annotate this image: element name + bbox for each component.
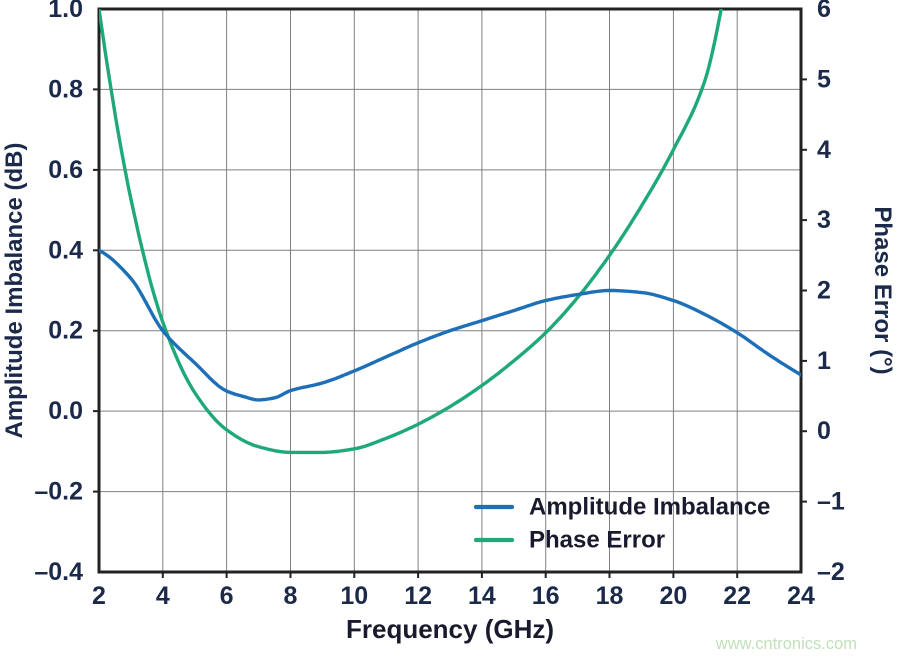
svg-text:0.6: 0.6: [48, 156, 83, 184]
svg-text:16: 16: [532, 582, 560, 610]
svg-text:–1: –1: [817, 488, 845, 516]
svg-text:Amplitude Imbalance (dB): Amplitude Imbalance (dB): [1, 142, 28, 438]
svg-text:0.2: 0.2: [48, 317, 83, 345]
svg-text:5: 5: [817, 65, 831, 93]
svg-text:1: 1: [817, 347, 831, 375]
svg-text:0: 0: [817, 417, 831, 445]
svg-text:4: 4: [156, 582, 170, 610]
svg-text:22: 22: [723, 582, 751, 610]
svg-text:Frequency (GHz): Frequency (GHz): [346, 614, 554, 644]
svg-text:2: 2: [817, 277, 831, 305]
svg-text:3: 3: [817, 206, 831, 234]
svg-text:4: 4: [817, 136, 831, 164]
svg-text:10: 10: [340, 582, 368, 610]
svg-text:0.4: 0.4: [48, 236, 83, 264]
svg-text:Phase Error: Phase Error: [529, 527, 665, 554]
svg-text:2: 2: [92, 582, 106, 610]
svg-text:1.0: 1.0: [48, 0, 83, 23]
svg-text:0.0: 0.0: [48, 397, 83, 425]
svg-text:–2: –2: [817, 558, 845, 586]
svg-text:–0.4: –0.4: [34, 558, 83, 586]
svg-text:6: 6: [220, 582, 234, 610]
svg-text:20: 20: [659, 582, 687, 610]
svg-text:18: 18: [596, 582, 624, 610]
svg-text:Amplitude Imbalance: Amplitude Imbalance: [529, 494, 770, 521]
svg-text:8: 8: [284, 582, 298, 610]
svg-text:14: 14: [468, 582, 496, 610]
svg-text:24: 24: [787, 582, 815, 610]
svg-text:www.cntronics.com: www.cntronics.com: [715, 635, 857, 653]
svg-text:0.8: 0.8: [48, 75, 83, 103]
svg-text:Phase Error (°): Phase Error (°): [869, 206, 896, 374]
svg-text:–0.2: –0.2: [34, 478, 83, 506]
svg-text:6: 6: [817, 0, 831, 23]
svg-text:12: 12: [404, 582, 432, 610]
